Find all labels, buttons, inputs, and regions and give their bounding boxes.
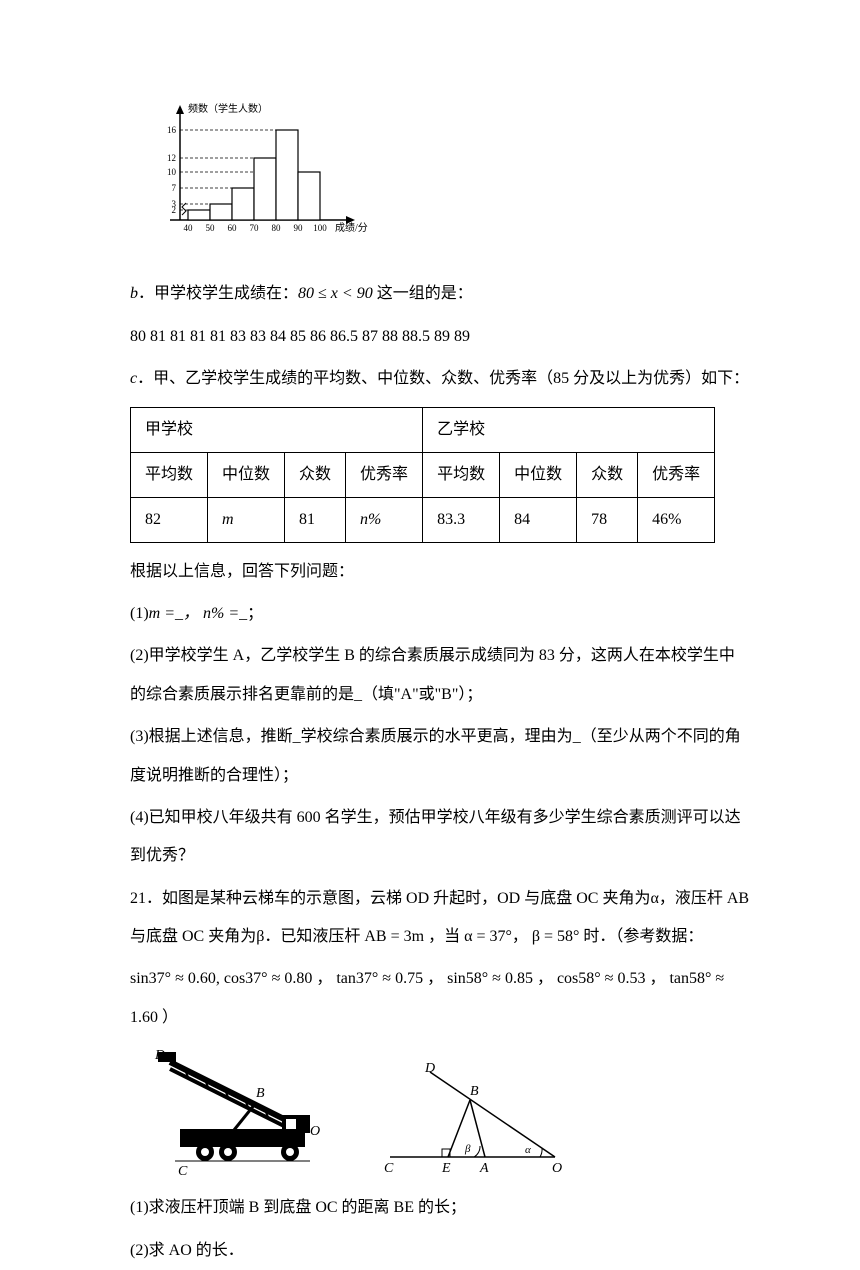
col-header: 平均数: [423, 452, 500, 497]
y-axis-label: 频数（学生人数）: [188, 102, 268, 115]
label-O: O: [552, 1161, 562, 1176]
col-header: 中位数: [208, 452, 285, 497]
after-table: 根据以上信息，回答下列问题：: [130, 553, 750, 591]
problem-21-trig: sin37° ≈ 0.60, cos37° ≈ 0.80 ， tan37° ≈ …: [130, 960, 750, 1037]
table-cell: n%: [346, 497, 423, 542]
label-D: D: [154, 1048, 165, 1063]
question-3: (3)根据上述信息，推断_学校综合素质展示的水平更高，理由为_（至少从两个不同的…: [130, 718, 750, 795]
label-C: C: [384, 1161, 394, 1176]
p21-q1-label: (1): [130, 1199, 149, 1216]
geometry-diagram: D B C E A O β α: [370, 1062, 570, 1177]
p21-text1: 如图是某种云梯车的示意图，云梯 OD 升起时，OD 与底盘 OC 夹角为α，液压…: [130, 890, 749, 945]
item-c: c．甲、乙学校学生成绩的平均数、中位数、众数、优秀率（85 分及以上为优秀）如下…: [130, 360, 750, 398]
svg-text:40: 40: [184, 223, 194, 233]
col-header: 众数: [285, 452, 346, 497]
table-row: 平均数 中位数 众数 优秀率 平均数 中位数 众数 优秀率: [131, 452, 715, 497]
q1-t1: m =: [149, 605, 175, 622]
svg-text:80: 80: [272, 223, 282, 233]
histogram-svg: 频数（学生人数） 2 3 7 10 12 16 40 50 60 70 80 9…: [140, 100, 370, 240]
blank: _: [573, 728, 581, 745]
item-b-suffix: 这一组的是：: [373, 285, 473, 302]
item-b-prefix: b: [130, 285, 138, 302]
svg-text:100: 100: [313, 223, 327, 233]
item-c-title: ．甲、乙学校学生成绩的平均数、中位数、众数、优秀率（85 分及以上为优秀）如下：: [137, 370, 749, 387]
blank: _: [293, 728, 301, 745]
table-cell: 81: [285, 497, 346, 542]
histogram-figure: 频数（学生人数） 2 3 7 10 12 16 40 50 60 70 80 9…: [140, 100, 750, 255]
item-b-data: 80 81 81 81 81 83 83 84 85 86 86.5 87 88…: [130, 318, 750, 356]
col-header: 中位数: [500, 452, 577, 497]
q1-t3: ；: [247, 605, 263, 622]
item-b-title: ．甲学校学生成绩在：: [138, 285, 298, 302]
q4-label: (4): [130, 809, 149, 826]
label-B: B: [470, 1084, 479, 1099]
item-b-range: 80 ≤ x < 90: [298, 285, 373, 302]
q1-label: (1): [130, 605, 149, 622]
svg-text:3: 3: [172, 199, 177, 209]
q1-t2: ， n% =: [183, 605, 239, 622]
col-header: 平均数: [131, 452, 208, 497]
question-1: (1)m =_， n% =_；: [130, 595, 750, 633]
item-b-line1: b．甲学校学生成绩在：80 ≤ x < 90 这一组的是：: [130, 275, 750, 313]
svg-text:10: 10: [167, 167, 177, 177]
q3-label: (3): [130, 728, 149, 745]
svg-text:50: 50: [206, 223, 216, 233]
table-cell: m: [208, 497, 285, 542]
label-beta: β: [464, 1143, 471, 1155]
question-2: (2)甲学校学生 A，乙学校学生 B 的综合素质展示成绩同为 83 分，这两人在…: [130, 637, 750, 714]
label-A: A: [479, 1161, 489, 1176]
svg-text:60: 60: [228, 223, 238, 233]
table-cell: 83.3: [423, 497, 500, 542]
q2-label: (2): [130, 647, 149, 664]
q3-text1: 根据上述信息，推断: [149, 728, 293, 745]
table-cell: 84: [500, 497, 577, 542]
p21-q2: (2)求 AO 的长．: [130, 1232, 750, 1270]
school-a-header: 甲学校: [131, 407, 423, 452]
figures-row: D B O C D B C E A O β α: [150, 1047, 750, 1177]
svg-text:7: 7: [172, 183, 177, 193]
p21-q2-label: (2): [130, 1242, 149, 1259]
label-C: C: [178, 1164, 188, 1177]
p21-q1-text: 求液压杆顶端 B 到底盘 OC 的距离 BE 的长；: [149, 1199, 466, 1216]
svg-text:70: 70: [250, 223, 260, 233]
label-O: O: [310, 1124, 320, 1139]
col-header: 优秀率: [638, 452, 715, 497]
school-b-header: 乙学校: [423, 407, 715, 452]
table-row: 82 m 81 n% 83.3 84 78 46%: [131, 497, 715, 542]
label-alpha: α: [525, 1144, 531, 1156]
p21-q1: (1)求液压杆顶端 B 到底盘 OC 的距离 BE 的长；: [130, 1189, 750, 1227]
q4-text: 已知甲校八年级共有 600 名学生，预估甲学校八年级有多少学生综合素质测评可以达…: [130, 809, 741, 864]
table-cell: 46%: [638, 497, 715, 542]
col-header: 众数: [577, 452, 638, 497]
label-E: E: [441, 1161, 451, 1176]
blank: _: [175, 605, 183, 622]
q2-text2: （填"A"或"B"）；: [362, 686, 482, 703]
x-axis-label: 成绩/分: [335, 221, 368, 234]
question-4: (4)已知甲校八年级共有 600 名学生，预估甲学校八年级有多少学生综合素质测评…: [130, 799, 750, 876]
svg-text:90: 90: [294, 223, 304, 233]
p21-num: 21．: [130, 890, 162, 907]
table-cell: 78: [577, 497, 638, 542]
label-D: D: [424, 1062, 435, 1076]
p21-q2-text: 求 AO 的长．: [149, 1242, 244, 1259]
table-row: 甲学校 乙学校: [131, 407, 715, 452]
svg-text:16: 16: [167, 125, 177, 135]
table-cell: 82: [131, 497, 208, 542]
q3-text2: 学校综合素质展示的水平更高，理由为: [301, 728, 573, 745]
truck-figure: D B O C: [150, 1047, 330, 1177]
svg-text:12: 12: [167, 153, 176, 163]
stats-table: 甲学校 乙学校 平均数 中位数 众数 优秀率 平均数 中位数 众数 优秀率 82…: [130, 407, 715, 543]
blank: _: [354, 686, 362, 703]
label-B: B: [256, 1086, 265, 1101]
blank: _: [239, 605, 247, 622]
problem-21: 21．如图是某种云梯车的示意图，云梯 OD 升起时，OD 与底盘 OC 夹角为α…: [130, 880, 750, 957]
col-header: 优秀率: [346, 452, 423, 497]
